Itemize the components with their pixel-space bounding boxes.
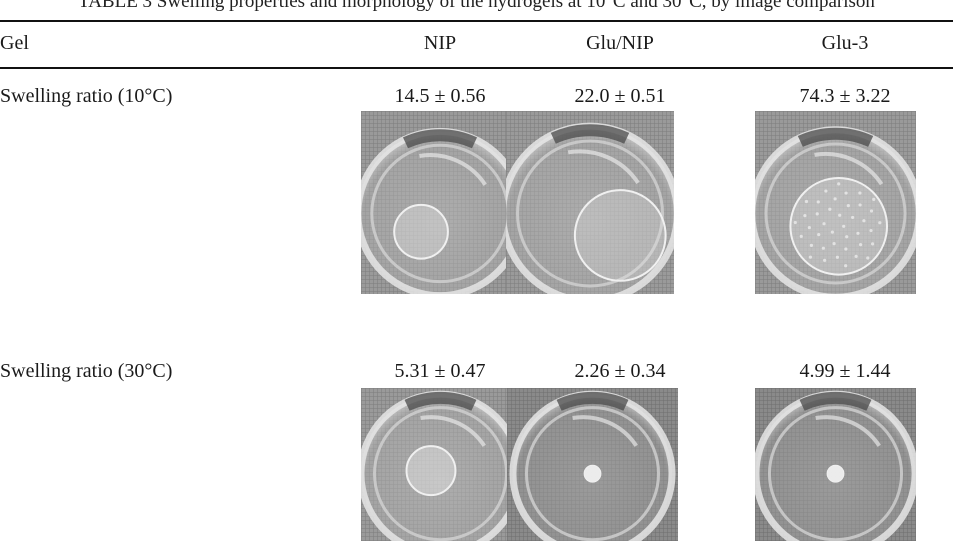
gel-photo-glu-nip-10c: [506, 111, 674, 294]
gel-photo-glu-3-10c: [755, 111, 916, 294]
header-glu-3: Glu-3: [821, 32, 869, 54]
value-glu-3-10c: 74.3 ± 3.22: [799, 85, 891, 107]
header-rule: [0, 67, 953, 69]
top-rule: [0, 20, 953, 22]
gel-photo-nip-30c: [361, 388, 520, 541]
value-nip-10c: 14.5 ± 0.56: [394, 85, 486, 107]
value-glu-nip-30c: 2.26 ± 0.34: [574, 360, 666, 382]
petri-dish-image: [361, 111, 519, 294]
petri-dish-image: [755, 111, 916, 294]
petri-dish-image: [506, 111, 674, 294]
value-glu-nip-10c: 22.0 ± 0.51: [574, 85, 666, 107]
gel-photo-glu-3-30c: [755, 388, 916, 541]
header-glu-nip: Glu/NIP: [586, 32, 654, 54]
table-caption: TABLE 3 Swelling properties and morpholo…: [78, 0, 875, 12]
petri-dish-image: [755, 388, 916, 541]
row-label-30c: Swelling ratio (30°C): [0, 360, 173, 382]
petri-dish-image: [507, 388, 678, 541]
value-nip-30c: 5.31 ± 0.47: [394, 360, 486, 382]
row-label-10c: Swelling ratio (10°C): [0, 85, 173, 107]
value-glu-3-30c: 4.99 ± 1.44: [799, 360, 891, 382]
gel-photo-glu-nip-30c: [507, 388, 678, 541]
header-nip: NIP: [423, 32, 457, 54]
petri-dish-image: [361, 388, 520, 541]
gel-photo-nip-10c: [361, 111, 519, 294]
header-gel: Gel: [0, 32, 29, 54]
